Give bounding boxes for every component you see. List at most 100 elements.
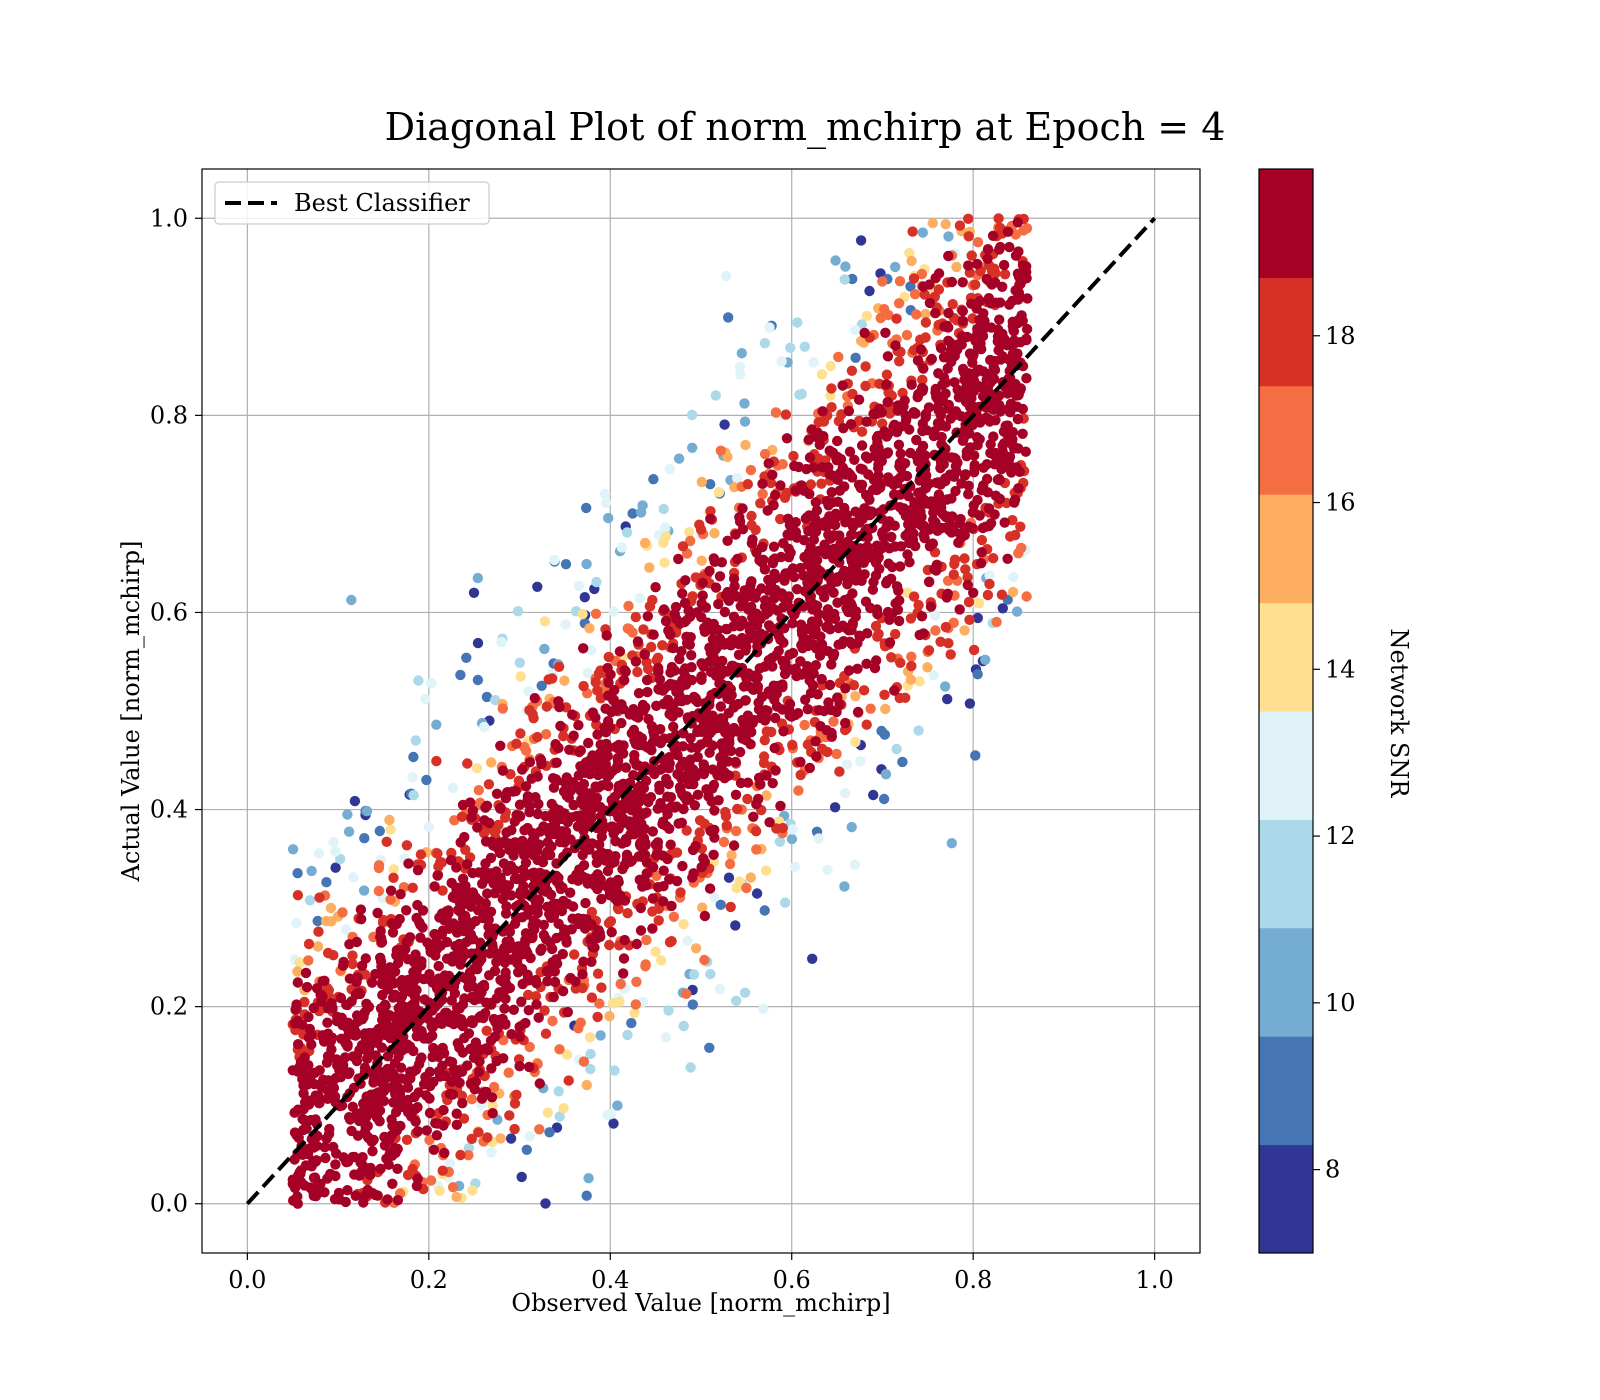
scatter-point	[602, 750, 613, 762]
scatter-point	[331, 1016, 343, 1027]
scatter-point	[599, 488, 611, 500]
scatter-point	[943, 399, 954, 411]
scatter-point	[580, 757, 592, 768]
scatter-point	[894, 595, 905, 606]
scatter-point	[561, 1049, 573, 1060]
scatter-point	[396, 974, 408, 986]
scatter-point	[380, 1015, 392, 1027]
scatter-point	[762, 705, 773, 716]
scatter-point	[950, 461, 962, 472]
scatter-point	[894, 561, 906, 572]
scatter-point	[747, 534, 758, 545]
scatter-point	[469, 1084, 480, 1095]
scatter-point	[905, 281, 916, 292]
scatter-point	[467, 1185, 478, 1196]
scatter-point	[517, 912, 528, 923]
scatter-point	[847, 521, 859, 532]
scatter-point	[718, 747, 730, 758]
scatter-point	[472, 572, 483, 584]
scatter-point	[604, 939, 615, 951]
scatter-point	[481, 1025, 492, 1037]
scatter-point	[301, 1123, 312, 1135]
scatter-point	[431, 1130, 443, 1141]
scatter-point	[690, 943, 702, 954]
scatter-point	[913, 599, 924, 611]
scatter-point	[457, 1098, 468, 1109]
scatter-point	[1007, 586, 1019, 598]
x-tick-label: 0.6	[773, 1266, 811, 1294]
scatter-point	[917, 425, 928, 437]
scatter-point	[677, 588, 688, 599]
scatter-point	[470, 1076, 482, 1087]
scatter-point	[325, 902, 337, 914]
scatter-point	[647, 923, 658, 934]
scatter-point	[557, 986, 569, 997]
scatter-point	[652, 882, 664, 893]
scatter-point	[716, 762, 727, 774]
scatter-point	[730, 920, 741, 931]
scatter-point	[397, 1001, 408, 1012]
scatter-point	[478, 1087, 489, 1099]
x-axis-label: Observed Value [norm_mchirp]	[511, 1289, 890, 1317]
scatter-point	[882, 351, 894, 362]
scatter-point	[549, 976, 561, 988]
scatter-point	[895, 657, 906, 668]
scatter-point	[729, 580, 740, 592]
scatter-point	[434, 1185, 445, 1196]
scatter-point	[514, 1061, 525, 1072]
scatter-point	[337, 960, 349, 971]
scatter-point	[840, 571, 851, 582]
scatter-point	[523, 989, 534, 1001]
scatter-point	[491, 788, 503, 799]
scatter-point	[615, 978, 626, 990]
scatter-point	[940, 219, 951, 230]
scatter-point	[696, 598, 707, 609]
scatter-point	[664, 464, 675, 475]
scatter-point	[558, 731, 569, 742]
scatter-point	[774, 836, 786, 847]
scatter-point	[608, 606, 619, 617]
scatter-point	[915, 334, 926, 345]
scatter-point	[683, 605, 694, 616]
scatter-point	[908, 273, 920, 284]
scatter-point	[768, 541, 780, 552]
scatter-point	[881, 578, 892, 589]
scatter-point	[722, 535, 733, 546]
scatter-point	[404, 986, 416, 997]
scatter-point	[387, 1178, 398, 1190]
scatter-point	[586, 992, 598, 1003]
scatter-point	[520, 842, 531, 853]
scatter-point	[626, 1017, 637, 1029]
scatter-point	[292, 977, 303, 988]
scatter-point	[415, 1014, 426, 1025]
scatter-point	[968, 500, 979, 511]
scatter-point	[462, 859, 473, 870]
scatter-point	[306, 1039, 317, 1050]
scatter-point	[481, 800, 493, 811]
scatter-point	[791, 584, 803, 595]
scatter-point	[330, 1170, 341, 1182]
scatter-point	[889, 489, 900, 500]
colorbar-segment	[1259, 819, 1313, 929]
scatter-point	[486, 757, 497, 768]
scatter-point	[466, 1094, 478, 1105]
scatter-point	[389, 1058, 401, 1069]
scatter-point	[617, 863, 628, 875]
scatter-point	[626, 728, 637, 739]
scatter-point	[755, 779, 766, 790]
scatter-point	[972, 258, 983, 270]
scatter-point	[906, 660, 917, 672]
scatter-point	[730, 756, 741, 768]
scatter-point	[359, 1007, 370, 1018]
scatter-point	[957, 305, 968, 317]
scatter-point	[728, 722, 740, 734]
scatter-point	[963, 521, 974, 532]
scatter-point	[810, 736, 821, 747]
scatter-point	[488, 825, 499, 836]
scatter-point	[660, 1032, 672, 1043]
scatter-point	[855, 235, 867, 246]
scatter-point	[833, 351, 844, 363]
scatter-point	[582, 807, 593, 818]
scatter-point	[426, 677, 437, 689]
colorbar-tick-label: 14	[1325, 655, 1356, 683]
